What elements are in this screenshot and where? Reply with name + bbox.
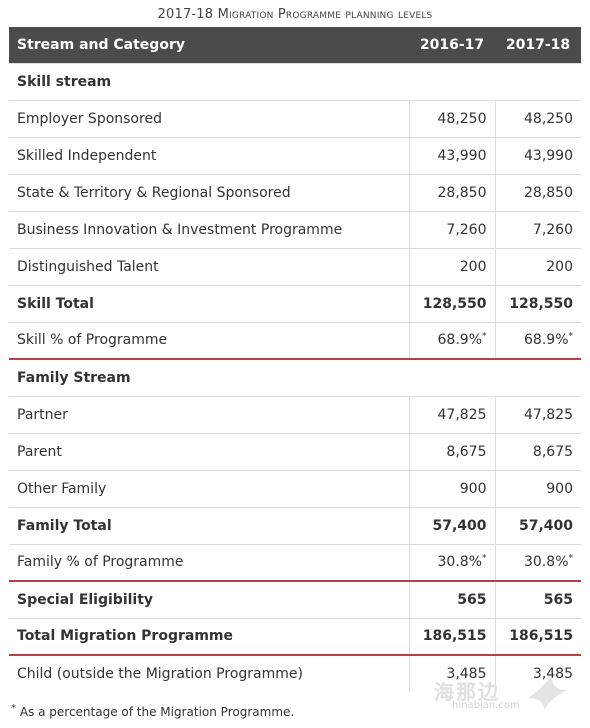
table-caption: 2017-18 Migration Programme planning lev… [0,7,590,22]
value-text: 68.9% [524,332,569,349]
row-label: Family Total [9,506,409,544]
value-2016-17: 128,550 [408,284,495,322]
value-2017-18: 28,850 [494,173,581,211]
value-2017-18: 200 [494,247,581,285]
value-2016-17: 8,675 [408,432,495,470]
row-label: Skill Total [9,284,409,322]
footnote-mark: * [482,553,487,564]
row-label: Special Eligibility [9,580,409,618]
value-2016-17: 200 [408,247,495,285]
table-row: State & Territory & Regional Sponsored 2… [9,173,581,211]
value-2016-17: 3,485 [408,654,495,692]
row-label: Distinguished Talent [9,247,409,285]
table-row: Family Stream [9,358,581,396]
value-text: 68.9% [437,332,482,349]
table-row: Business Innovation & Investment Program… [9,210,581,248]
value-2017-18: 900 [494,469,581,507]
migration-table: Stream and Category 2016-17 2017-18 Skil… [9,27,581,692]
watermark-logo: 海那边 hinabian.com [432,670,572,720]
row-label: Family % of Programme [9,543,409,581]
row-label: Skill % of Programme [9,321,409,359]
value-2016-17: 900 [408,469,495,507]
header-stream-category: Stream and Category [17,36,185,53]
value-2017-18: 3,485 [494,654,581,692]
value-2016-17: 28,850 [408,173,495,211]
row-label: Parent [9,432,409,470]
caption-year: 2017-18 [157,7,214,22]
row-label: Partner [9,395,409,433]
value-2017-18: 565 [494,580,581,618]
value-2017-18: 186,515 [494,617,581,655]
value-2017-18: 7,260 [494,210,581,248]
table-row: Parent 8,675 8,675 [9,432,581,470]
value-2016-17: 68.9%* [408,321,495,359]
table-row-total: Family Total 57,400 57,400 [9,506,581,544]
value-2017-18: 48,250 [494,99,581,137]
footnote-mark: * [568,331,574,342]
row-label: Other Family [9,469,409,507]
table-row-total: Special Eligibility 565 565 [9,580,581,618]
table-row: Partner 47,825 47,825 [9,395,581,433]
value-text: 30.8% [524,554,569,571]
table-row: Skill stream [9,62,581,100]
value-2016-17: 30.8%* [408,543,495,581]
row-label: Total Migration Programme [9,617,409,655]
value-2017-18: 68.9%* [494,321,581,359]
header-2016-17: 2016-17 [419,36,485,53]
value-2016-17: 565 [408,580,495,618]
table-row-total: Skill Total 128,550 128,550 [9,284,581,322]
table-row: Family % of Programme 30.8%* 30.8%* [9,543,581,581]
table-row: Other Family 900 900 [9,469,581,507]
table-header-row: Stream and Category 2016-17 2017-18 [9,27,581,63]
table-row-total: Total Migration Programme 186,515 186,51… [9,617,581,655]
bird-icon [528,676,568,710]
watermark-subtext: hinabian.com [452,700,520,711]
footnote-mark: * [11,703,16,714]
row-label: Employer Sponsored [9,99,409,137]
footnote-mark: * [568,553,574,564]
value-2016-17: 48,250 [408,99,495,137]
row-label: Skilled Independent [9,136,409,174]
header-2017-18: 2017-18 [505,36,571,53]
value-2017-18: 47,825 [494,395,581,433]
table-row: Employer Sponsored 48,250 48,250 [9,99,581,137]
value-2016-17: 47,825 [408,395,495,433]
table-row: Distinguished Talent 200 200 [9,247,581,285]
footnote-mark: * [482,331,487,342]
row-label: Business Innovation & Investment Program… [9,210,409,248]
value-2016-17: 43,990 [408,136,495,174]
footnote: * As a percentage of the Migration Progr… [11,703,295,720]
table-row: Skilled Independent 43,990 43,990 [9,136,581,174]
value-2017-18: 57,400 [494,506,581,544]
caption-title: Migration Programme planning levels [217,7,433,22]
footnote-text: As a percentage of the Migration Program… [19,705,295,719]
table-row: Skill % of Programme 68.9%* 68.9%* [9,321,581,359]
row-label: Child (outside the Migration Programme) [9,654,409,692]
value-2017-18: 43,990 [494,136,581,174]
watermark-text: 海那边 [434,680,500,704]
value-2017-18: 8,675 [494,432,581,470]
row-label: State & Territory & Regional Sponsored [9,173,409,211]
value-2016-17: 7,260 [408,210,495,248]
value-2016-17: 57,400 [408,506,495,544]
value-text: 30.8% [437,554,482,571]
value-2016-17: 186,515 [408,617,495,655]
section-label: Family Stream [9,358,581,396]
value-2017-18: 30.8%* [494,543,581,581]
section-label: Skill stream [9,62,581,100]
value-2017-18: 128,550 [494,284,581,322]
table-row: Child (outside the Migration Programme) … [9,654,581,692]
